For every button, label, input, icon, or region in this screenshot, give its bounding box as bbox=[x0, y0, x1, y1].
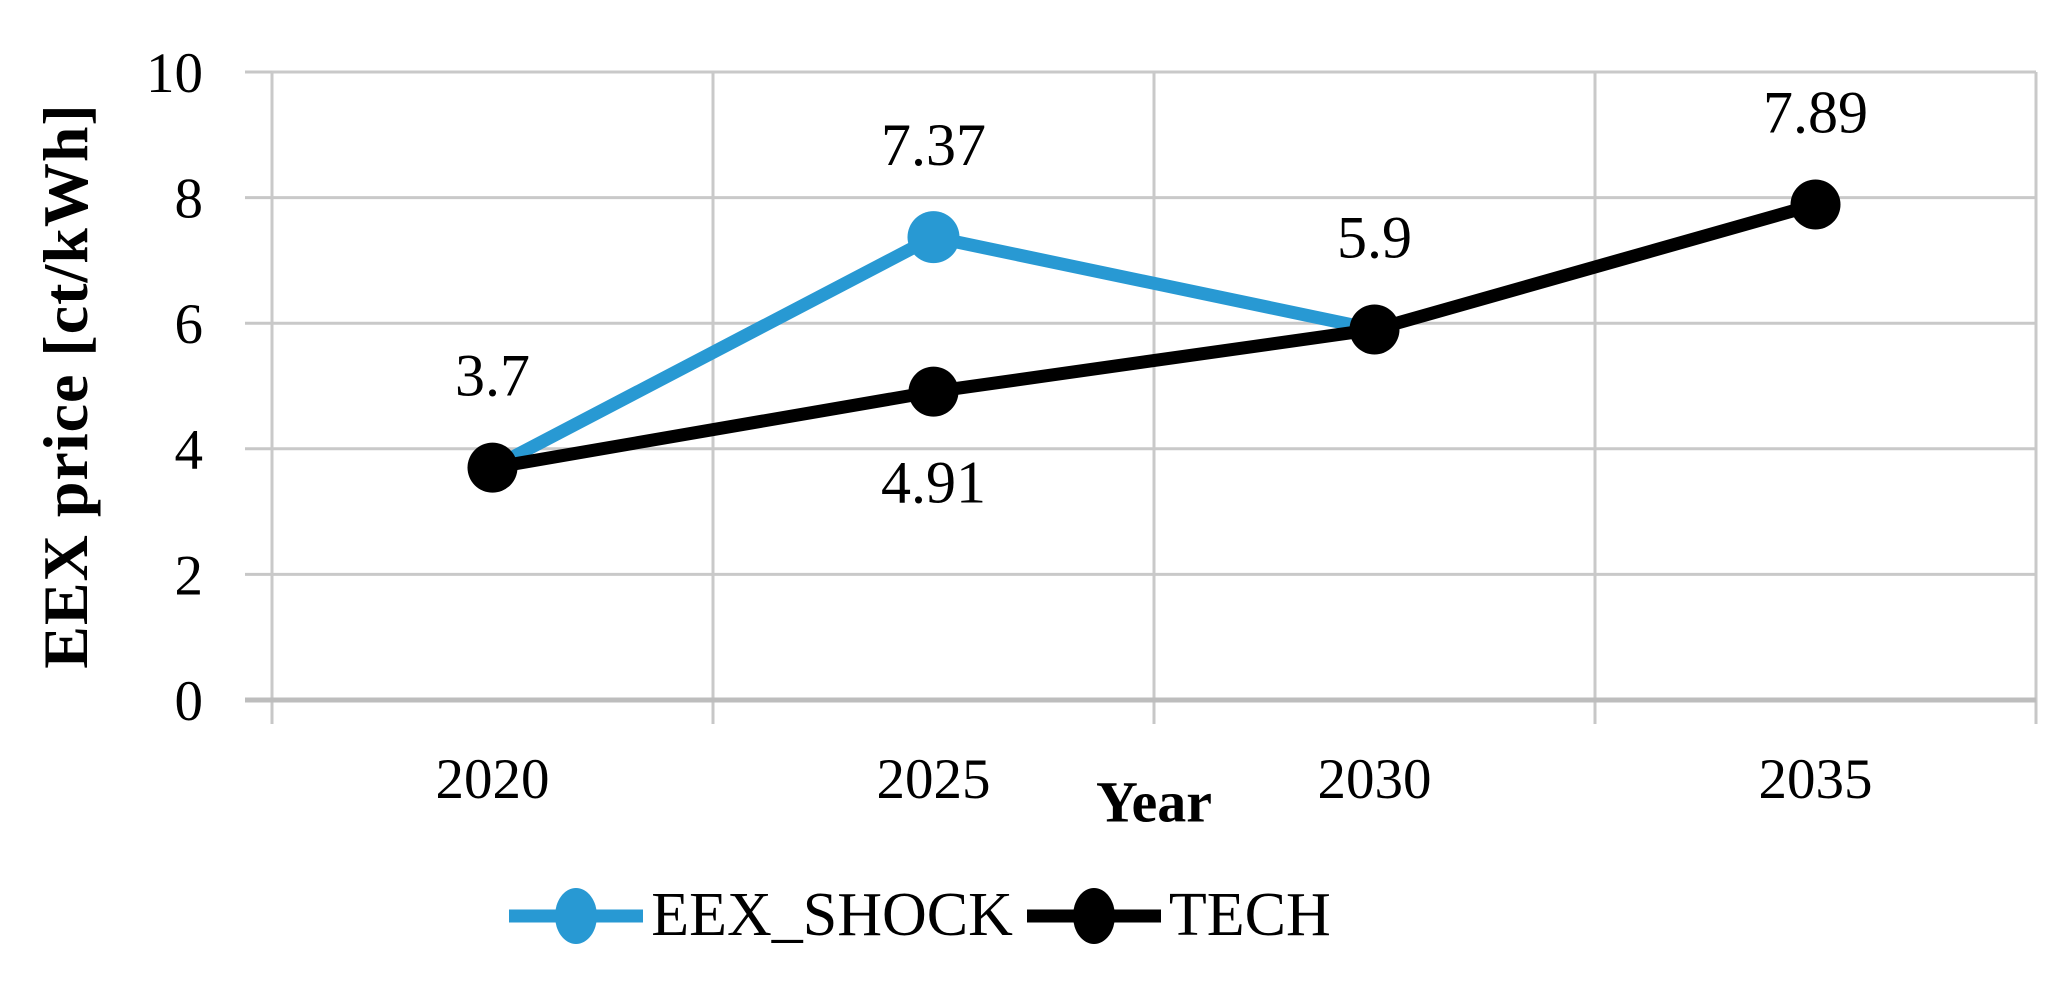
data-point-marker-tech bbox=[1790, 179, 1841, 230]
x-axis-title: Year bbox=[1096, 769, 1212, 835]
legend-item-eex-shock: EEX_SHOCK bbox=[509, 880, 1013, 951]
legend-label-tech: TECH bbox=[1168, 881, 1331, 949]
x-axis-tick-label: 2030 bbox=[1318, 748, 1432, 811]
data-point-marker-tech bbox=[908, 366, 959, 417]
data-label: 5.9 bbox=[1337, 204, 1412, 270]
data-label: 3.7 bbox=[455, 343, 530, 409]
legend-label-eex-shock: EEX_SHOCK bbox=[651, 881, 1013, 949]
legend-line-dot-icon bbox=[1026, 887, 1161, 944]
data-point-marker-tech bbox=[1349, 304, 1400, 355]
x-axis-tick-label: 2020 bbox=[436, 748, 550, 811]
y-axis-tick-label: 10 bbox=[146, 42, 203, 105]
y-axis-tick-label: 0 bbox=[175, 670, 204, 733]
y-axis-tick-label: 6 bbox=[175, 293, 204, 356]
y-axis-tick-label: 4 bbox=[175, 419, 204, 482]
legend-line-dot-icon bbox=[509, 887, 644, 944]
y-axis-tick-label: 2 bbox=[175, 544, 204, 607]
series-line-tech bbox=[486, 198, 1822, 475]
x-axis-tick-label: 2025 bbox=[877, 748, 991, 811]
data-label: 7.37 bbox=[881, 112, 986, 178]
legend-item-tech: TECH bbox=[1026, 880, 1331, 951]
data-point-marker-tech bbox=[467, 442, 518, 493]
data-label: 4.91 bbox=[881, 450, 986, 516]
data-point-marker-eex_shock bbox=[907, 211, 960, 264]
legend: EEX_SHOCK TECH bbox=[0, 880, 1840, 951]
data-label: 7.89 bbox=[1763, 80, 1868, 146]
y-axis-tick-label: 8 bbox=[175, 168, 204, 231]
x-axis-tick-label: 2035 bbox=[1759, 748, 1873, 811]
y-axis-title: EEX price [ct/kWh] bbox=[30, 103, 101, 669]
